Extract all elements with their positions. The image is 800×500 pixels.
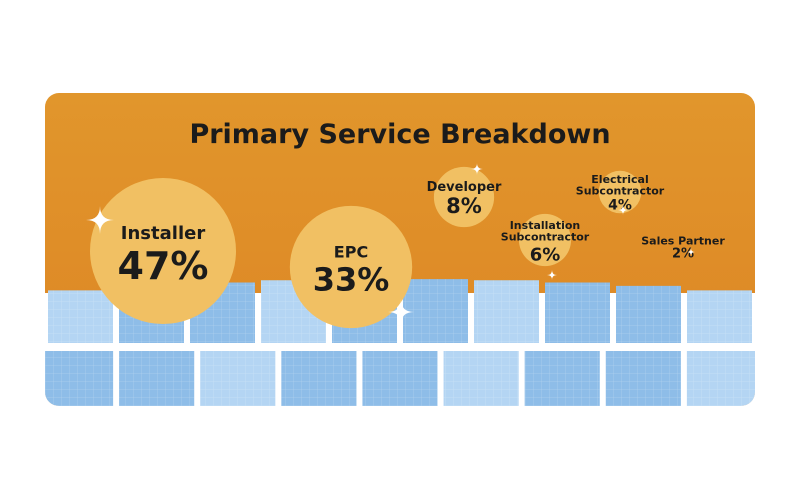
sparkle-icon: [547, 270, 557, 280]
bubble-label: Installation: [510, 219, 581, 232]
solar-panel-grid: [545, 282, 610, 343]
bubble-circle: [518, 213, 572, 267]
bubble-label: Subcontractor: [576, 184, 665, 197]
solar-panel-grid: [687, 290, 752, 343]
bubble-circle: [289, 205, 413, 329]
bubble-value: 6%: [530, 244, 561, 265]
solar-panel-grid: [616, 285, 681, 343]
bubble-value: 2%: [672, 247, 694, 262]
bubble-value: 47%: [118, 244, 209, 288]
bubble-label: Sales Partner: [641, 235, 725, 248]
bubble-label: Developer: [427, 180, 502, 195]
solar-panel-grid: [605, 351, 681, 406]
chart-title: Primary Service Breakdown: [189, 119, 610, 150]
bubble-label: Electrical: [591, 173, 648, 186]
solar-panel-grid: [48, 290, 113, 343]
bubble-circle: [433, 166, 495, 228]
bubble-value: 8%: [446, 194, 482, 218]
bubble-label: Installer: [121, 223, 206, 244]
sparkle-icon: [687, 248, 695, 256]
solar-panel-grid: [403, 279, 468, 343]
sparkle-icon: [618, 205, 628, 215]
solar-panel-grid: [686, 351, 755, 406]
solar-panel-grid: [524, 351, 600, 406]
sparkle-icon: [86, 206, 114, 234]
solar-panel-grid: [119, 351, 195, 406]
sparkle-icon: [471, 163, 483, 175]
bubble-circle: [598, 170, 642, 214]
bubble-value: 33%: [313, 260, 390, 298]
bubble-circle: [90, 178, 236, 324]
solar-panel-grid: [281, 351, 357, 406]
bubble-label: EPC: [334, 242, 368, 261]
sparkle-icon: [388, 299, 414, 325]
sparkles: [86, 163, 695, 325]
solar-panel-grid: [45, 351, 114, 406]
bubble-value: 4%: [608, 197, 632, 213]
bubble-label: Subcontractor: [501, 230, 590, 243]
solar-panel-grid: [474, 280, 539, 343]
solar-panel-grid: [362, 351, 438, 406]
infographic-card: Primary Service Breakdown Installer 47% EP…: [45, 93, 755, 406]
solar-panel-grid: [443, 351, 519, 406]
solar-panel-grid: [200, 351, 276, 406]
